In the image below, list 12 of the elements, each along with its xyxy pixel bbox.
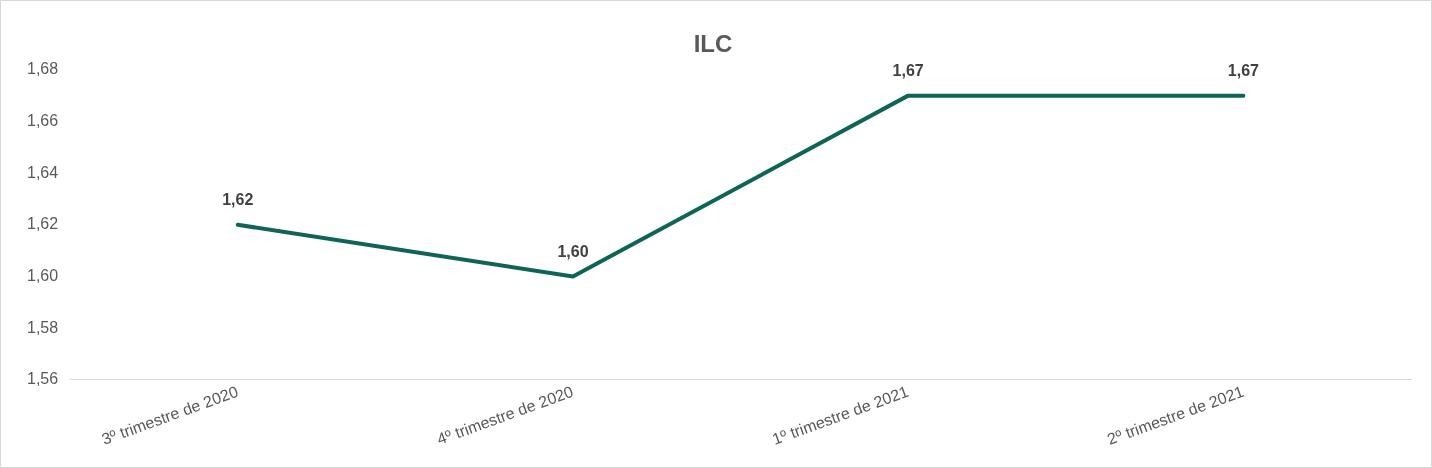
data-label: 1,67	[892, 62, 924, 80]
y-tick-label: 1,66	[27, 111, 59, 129]
y-tick-label: 1,56	[27, 370, 59, 388]
y-tick-label: 1,68	[27, 60, 59, 78]
y-tick-label: 1,58	[27, 318, 59, 336]
data-label: 1,62	[222, 191, 254, 209]
y-tick-label: 1,60	[27, 266, 59, 284]
data-label: 1,60	[557, 242, 589, 260]
y-tick-label: 1,64	[27, 163, 59, 181]
data-label: 1,67	[1227, 62, 1260, 80]
chart-title: ILC	[693, 30, 733, 58]
y-tick-label: 1,62	[27, 215, 59, 233]
